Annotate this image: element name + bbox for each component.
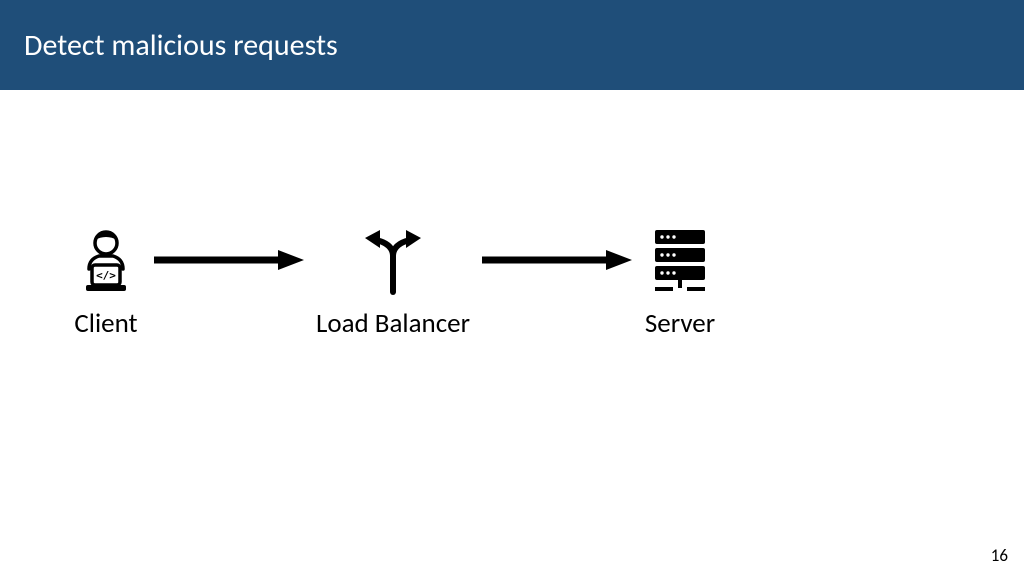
svg-text:</>: </> <box>96 269 116 282</box>
developer-icon: </> <box>70 225 142 297</box>
slide-title: Detect malicious requests <box>24 27 338 64</box>
node-lb-label: Load Balancer <box>316 307 470 340</box>
node-client-label: Client <box>74 307 137 340</box>
arrow-lb-server <box>482 248 632 277</box>
flow-diagram: </> Client Load Balanc <box>70 225 716 340</box>
node-client: </> Client <box>70 225 142 340</box>
server-icon <box>644 225 716 297</box>
node-server-label: Server <box>645 307 715 340</box>
arrow-client-lb <box>154 248 304 277</box>
node-server: Server <box>644 225 716 340</box>
slide-header: Detect malicious requests <box>0 0 1024 90</box>
node-load-balancer: Load Balancer <box>316 225 470 340</box>
page-number: 16 <box>991 545 1008 566</box>
split-icon <box>357 225 429 297</box>
